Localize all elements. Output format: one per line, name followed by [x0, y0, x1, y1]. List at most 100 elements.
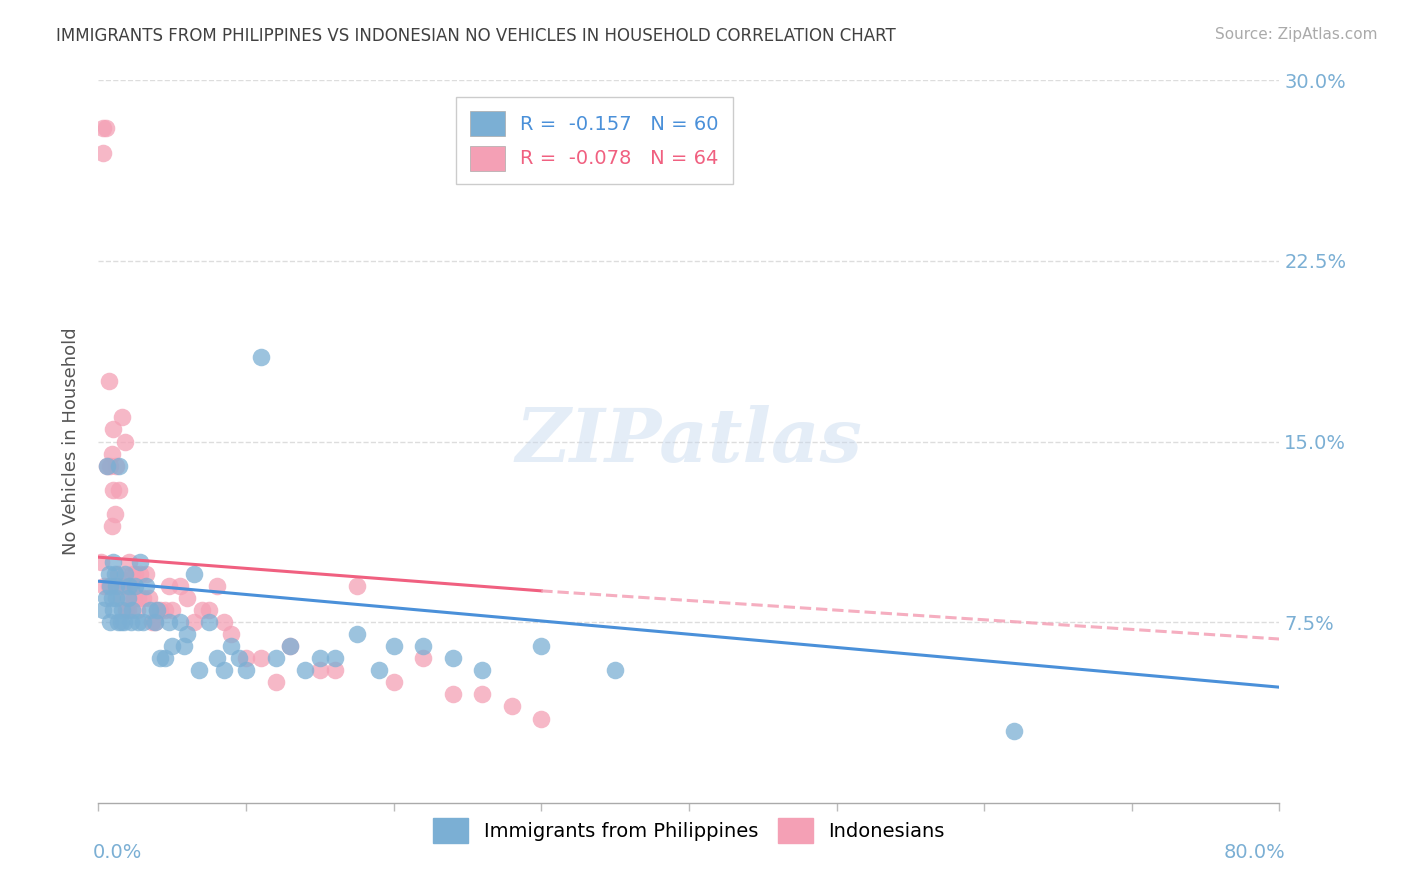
Point [382, 675, 405, 690]
Point [471, 664, 494, 678]
Point [221, 639, 243, 653]
Point [309, 664, 332, 678]
Point [183, 567, 205, 582]
Point [382, 639, 405, 653]
Point [105, 579, 128, 593]
Point [412, 651, 434, 665]
Point [128, 567, 150, 582]
Point [153, 603, 176, 617]
Text: ZIPatlas: ZIPatlas [516, 405, 862, 478]
Point [212, 615, 235, 630]
Point [110, 591, 132, 605]
Point [141, 615, 163, 630]
Point [441, 687, 464, 701]
Point [153, 651, 176, 665]
Point [250, 350, 273, 364]
Point [91, 145, 114, 160]
Point [264, 675, 287, 690]
Point [309, 651, 332, 665]
Point [104, 507, 127, 521]
Point [176, 591, 198, 605]
Point [169, 615, 191, 630]
Point [90, 555, 112, 569]
Point [117, 591, 139, 605]
Y-axis label: No Vehicles in Household: No Vehicles in Household [62, 327, 80, 556]
Point [1002, 723, 1025, 738]
Point [323, 651, 346, 665]
Point [100, 446, 122, 460]
Point [105, 591, 128, 605]
Point [100, 591, 122, 605]
Point [198, 603, 221, 617]
Point [212, 664, 235, 678]
Point [127, 591, 149, 605]
Point [128, 555, 150, 569]
Point [98, 458, 121, 473]
Point [120, 615, 142, 630]
Point [107, 615, 129, 630]
Point [107, 567, 129, 582]
Point [122, 591, 145, 605]
Point [501, 699, 523, 714]
Point [91, 121, 114, 136]
Point [121, 603, 143, 617]
Point [111, 603, 134, 617]
Point [139, 603, 162, 617]
Point [94, 591, 117, 605]
Point [176, 627, 198, 641]
Point [94, 121, 117, 136]
Point [157, 579, 180, 593]
Point [530, 712, 553, 726]
Point [250, 651, 273, 665]
Point [103, 483, 125, 497]
Point [143, 615, 166, 630]
Point [112, 615, 135, 630]
Point [105, 579, 128, 593]
Point [103, 555, 125, 569]
Text: 0.0%: 0.0% [93, 843, 142, 862]
Point [121, 567, 143, 582]
Point [103, 422, 125, 436]
Point [368, 664, 391, 678]
Point [91, 603, 114, 617]
Text: IMMIGRANTS FROM PHILIPPINES VS INDONESIAN NO VEHICLES IN HOUSEHOLD CORRELATION C: IMMIGRANTS FROM PHILIPPINES VS INDONESIA… [56, 27, 896, 45]
Point [143, 615, 166, 630]
Point [149, 603, 172, 617]
Point [127, 615, 149, 630]
Point [530, 639, 553, 653]
Legend: Immigrants from Philippines, Indonesians: Immigrants from Philippines, Indonesians [426, 810, 952, 851]
Point [346, 627, 368, 641]
Point [97, 567, 120, 582]
Point [471, 687, 494, 701]
Point [412, 639, 434, 653]
Point [115, 603, 138, 617]
Point [124, 567, 146, 582]
Point [110, 615, 132, 630]
Point [323, 664, 346, 678]
Point [157, 615, 180, 630]
Point [132, 591, 155, 605]
Point [162, 603, 183, 617]
Point [118, 555, 141, 569]
Point [441, 651, 464, 665]
Point [146, 603, 169, 617]
Point [205, 651, 228, 665]
Point [187, 664, 209, 678]
Point [235, 664, 257, 678]
Point [198, 615, 221, 630]
Point [97, 374, 120, 388]
Point [108, 483, 131, 497]
Point [111, 579, 134, 593]
Point [173, 639, 195, 653]
Point [605, 664, 627, 678]
Point [235, 651, 257, 665]
Point [93, 579, 115, 593]
Point [96, 458, 118, 473]
Point [162, 639, 183, 653]
Point [112, 579, 135, 593]
Point [98, 579, 121, 593]
Point [149, 651, 172, 665]
Text: Source: ZipAtlas.com: Source: ZipAtlas.com [1215, 27, 1378, 42]
Point [346, 579, 368, 593]
Point [138, 591, 160, 605]
